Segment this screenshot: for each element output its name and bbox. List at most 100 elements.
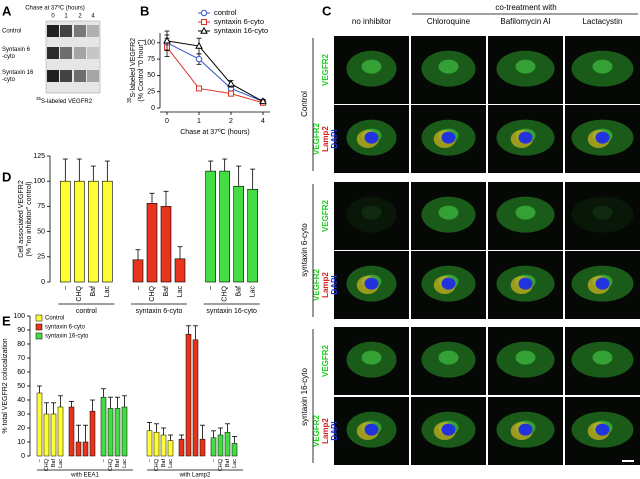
error-bar <box>122 395 127 407</box>
x-tick-label: CHQ <box>76 285 83 301</box>
bar <box>74 180 85 283</box>
blot-band <box>60 70 72 82</box>
bar <box>247 188 258 283</box>
lane-label: 4 <box>91 14 95 20</box>
error-bar <box>135 249 141 260</box>
bar <box>160 434 167 457</box>
blot-band <box>47 70 59 82</box>
x-tick-label: CHQ <box>149 285 156 301</box>
x-tick-label: CHQ <box>154 458 160 471</box>
cell-spot <box>515 350 536 365</box>
bar <box>146 430 153 457</box>
column-label: Chloroquine <box>427 17 471 26</box>
x-tick-label: Baf <box>115 459 121 468</box>
cell-spot <box>438 59 459 74</box>
data-point <box>163 36 171 44</box>
column-label: no inhibitor <box>352 17 391 26</box>
y-tick-label: 80 <box>17 341 25 348</box>
dapi-nucleus <box>441 277 456 290</box>
legend-marker <box>201 19 207 25</box>
x-tick-label: – <box>135 286 142 290</box>
row-group-label: syntaxin 16-cyto <box>300 368 309 426</box>
dapi-nucleus <box>364 277 379 290</box>
data-point <box>195 41 203 49</box>
x-tick-label: Lac <box>177 286 184 298</box>
error-bar <box>232 435 237 444</box>
blot-caption: 35S-labeled VEGFR2 <box>36 96 93 105</box>
bar <box>60 180 71 283</box>
panel-letter: E <box>2 313 11 328</box>
blot-band <box>87 70 99 82</box>
y-tick-label: 0 <box>41 279 45 286</box>
bar <box>224 431 231 457</box>
group-label: syntaxin 16-cyto <box>206 308 257 315</box>
blot-band <box>74 25 86 37</box>
text-part: S-labeled VEGFR2 <box>130 38 137 98</box>
legend-label: syntaxin 6-cyto <box>45 325 86 331</box>
bar <box>68 406 75 457</box>
blot-band <box>87 47 99 59</box>
data-point <box>195 55 203 63</box>
cell-spot <box>361 350 382 365</box>
error-bar <box>168 434 173 441</box>
blot-row-label: -cyto <box>2 77 16 83</box>
error-bar <box>108 396 113 409</box>
error-bar <box>154 423 159 433</box>
y-tick-label: 25 <box>37 254 45 261</box>
channel-label: Lamp2 <box>321 272 330 298</box>
cell-spot <box>438 205 459 220</box>
bar <box>146 203 158 283</box>
blot-band <box>74 70 86 82</box>
bar <box>205 170 216 283</box>
y-axis-label: 35S-labeled VEGFR2 <box>127 38 137 103</box>
column-label: Lactacystin <box>582 17 622 26</box>
x-tick-label: Lac <box>232 459 238 468</box>
legend-label: control <box>214 8 237 17</box>
y-tick-label: 100 <box>13 313 25 320</box>
panel-letter: A <box>2 3 12 18</box>
x-tick-label: Lac <box>58 459 64 468</box>
blot-band <box>87 25 99 37</box>
bar <box>219 170 230 283</box>
data-point <box>196 85 202 92</box>
error-bar <box>83 424 88 442</box>
dapi-nucleus <box>518 277 533 290</box>
y-axis-label: (% Control "0 hour") <box>138 39 145 101</box>
bar <box>160 206 172 283</box>
legend-swatch <box>35 332 43 340</box>
y-tick-label: 75 <box>37 203 45 210</box>
x-tick-label: Baf <box>225 459 231 468</box>
error-bar <box>90 399 95 412</box>
error-bar <box>250 168 256 190</box>
y-tick-label: 60 <box>17 369 25 376</box>
bar <box>153 431 160 457</box>
channel-label: DAPI <box>330 129 339 148</box>
legend-label: syntaxin 16-cyto <box>214 26 268 35</box>
y-tick-label: 90 <box>17 327 25 334</box>
y-tick-label: 100 <box>33 178 45 185</box>
y-axis-label: (% "no inhibitor" control) <box>26 181 33 256</box>
text-part: S-labeled VEGFR2 <box>41 99 93 105</box>
bar <box>102 180 113 283</box>
dapi-nucleus <box>595 423 610 436</box>
error-bar <box>225 423 230 433</box>
error-bar <box>179 434 184 440</box>
bar <box>57 406 64 457</box>
blot-band <box>74 47 86 59</box>
error-bar <box>211 430 216 438</box>
x-tick-label: Baf <box>51 459 57 468</box>
legend-swatch <box>35 323 43 331</box>
dapi-nucleus <box>518 423 533 436</box>
legend-swatch <box>35 314 43 322</box>
x-tick-label: CHQ <box>218 458 224 471</box>
panel-letter: B <box>140 3 149 18</box>
legend-marker <box>200 9 208 17</box>
bar <box>178 438 185 457</box>
legend-label: syntaxin 16-cyto <box>45 334 89 340</box>
error-bar <box>101 388 106 398</box>
y-axis-label: % total VEGFR2 colocalization <box>2 338 9 433</box>
bar <box>231 443 238 457</box>
data-point <box>228 90 234 97</box>
channel-label: Lamp2 <box>321 126 330 152</box>
